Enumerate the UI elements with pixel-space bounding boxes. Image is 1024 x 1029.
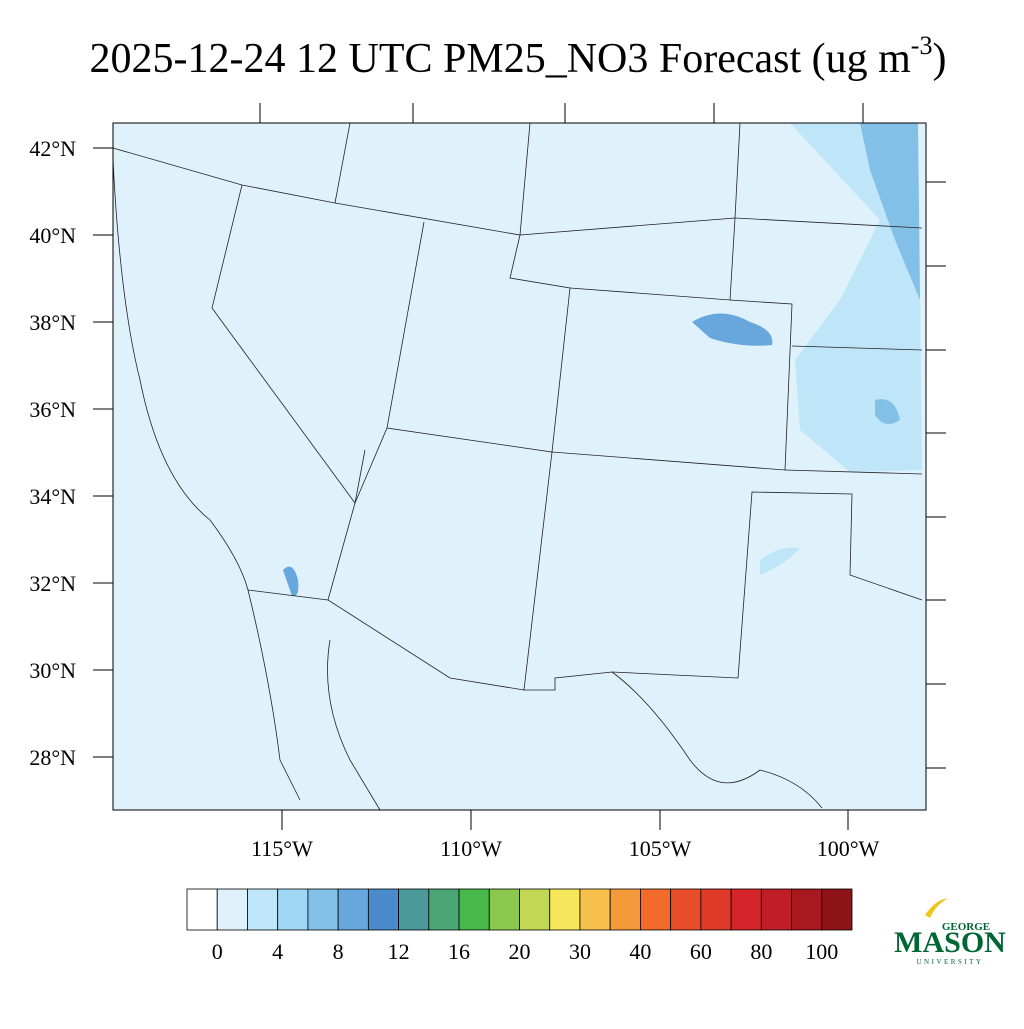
concentration-area: [283, 566, 299, 597]
colorbar-label: 20: [509, 939, 531, 964]
lon-label: 110°W: [440, 836, 502, 861]
colorbar-box: [398, 888, 430, 931]
logo-bottom: UNIVERSITY: [917, 958, 984, 966]
lat-label: 32°N: [29, 571, 76, 596]
lon-label: 105°W: [629, 836, 692, 861]
colorbar-label: 12: [388, 939, 410, 964]
colorbar-box: [277, 888, 309, 931]
colorbar-label: 30: [569, 939, 591, 964]
colorbar-box: [428, 888, 460, 931]
logo-mark: [925, 898, 948, 918]
lat-label: 40°N: [29, 223, 76, 248]
colorbar-label: 60: [690, 939, 712, 964]
colorbar-box: [367, 888, 399, 931]
colorbar-box: [519, 888, 551, 931]
colorbar-box: [609, 888, 641, 931]
logo-middle: MASON: [894, 926, 1006, 959]
colorbar-label: 0: [212, 939, 223, 964]
colorbar-box: [549, 888, 581, 931]
concentration-area: [760, 547, 800, 575]
colorbar-box: [821, 888, 853, 931]
colorbar-box: [579, 888, 611, 931]
colorbar-box: [730, 888, 762, 931]
map: [112, 122, 927, 811]
colorbar-box: [307, 888, 339, 931]
map-background: [113, 123, 926, 810]
colorbar-label: 100: [805, 939, 838, 964]
colorbar-box: [700, 888, 732, 931]
lat-label: 30°N: [29, 658, 76, 683]
lon-label: 115°W: [251, 836, 313, 861]
colorbar: 0 4 8 12 16 20 30 40 60 80 100: [186, 888, 853, 964]
colorbar-box: [640, 888, 672, 931]
colorbar-box: [186, 888, 218, 931]
logo: GEORGE MASON UNIVERSITY: [894, 898, 1006, 966]
lat-label: 38°N: [29, 310, 76, 335]
lat-label: 42°N: [29, 136, 76, 161]
boundaries: [112, 122, 923, 811]
concentration-area: [860, 123, 920, 300]
colorbar-label: 80: [750, 939, 772, 964]
logo-top: GEORGE: [942, 921, 990, 933]
axes: 42°N 40°N 38°N 36°N 34°N 32°N 30°N 28°N 115°W 110…: [29, 103, 946, 861]
colorbar-box: [216, 888, 248, 931]
colorbar-box: [458, 888, 490, 931]
title-superscript: -3: [911, 31, 933, 60]
colorbar-label: 16: [448, 939, 470, 964]
map-frame: [112, 122, 927, 811]
colorbar-box: [760, 888, 792, 931]
colorbar-box: [247, 888, 279, 931]
lat-label: 34°N: [29, 484, 76, 509]
title-close: ): [932, 36, 946, 82]
colorbar-label: 4: [272, 939, 283, 964]
colorbar-label: 40: [629, 939, 651, 964]
concentration-area: [692, 313, 773, 346]
concentration-area: [875, 399, 900, 424]
colorbar-box: [337, 888, 369, 931]
colorbar-box: [670, 888, 702, 931]
lon-label: 100°W: [817, 836, 880, 861]
colorbar-box: [488, 888, 520, 931]
colorbar-label: 8: [333, 939, 344, 964]
title: 2025-12-24 12 UTC PM25_NO3 Forecast (ug …: [90, 31, 947, 82]
colorbar-box: [791, 888, 823, 931]
title-main: 2025-12-24 12 UTC PM25_NO3 Forecast (ug …: [90, 36, 912, 82]
lat-label: 36°N: [29, 397, 76, 422]
lat-label: 28°N: [29, 745, 76, 770]
